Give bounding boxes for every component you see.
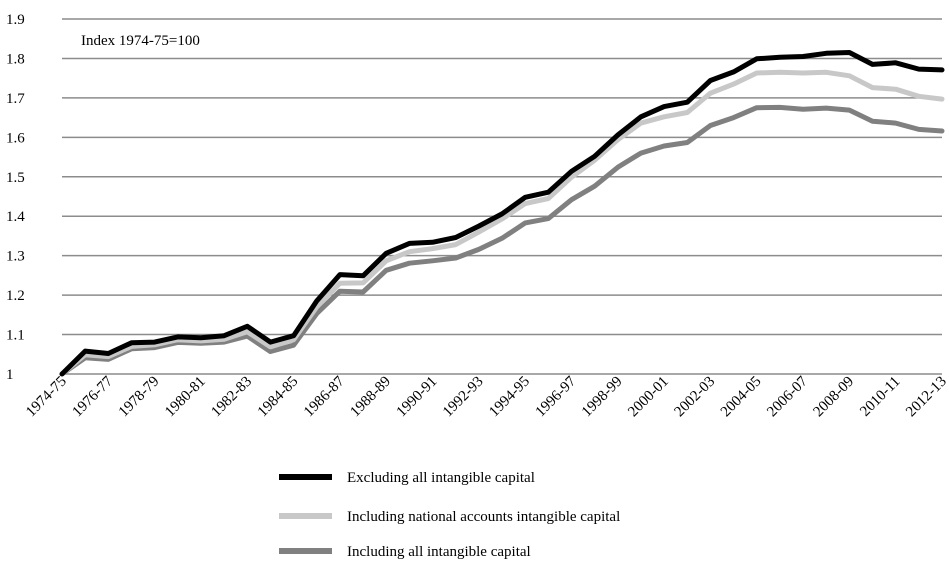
x-tick-label: 1988-89 [347, 374, 394, 421]
x-tick-label: 1996-97 [533, 373, 580, 420]
y-tick-label: 1.3 [6, 249, 25, 265]
y-tick-label: 1.6 [6, 130, 25, 146]
y-tick-label: 1.8 [6, 51, 25, 67]
x-tick-label: 1978-79 [116, 374, 163, 421]
y-tick-label: 1.1 [6, 328, 25, 344]
y-tick-label: 1.2 [6, 288, 25, 304]
y-tick-label: 1.4 [6, 209, 25, 225]
x-tick-label: 1992-93 [440, 374, 487, 421]
y-tick-label: 1.5 [6, 170, 25, 186]
x-tick-label: 1990-91 [394, 374, 441, 421]
x-tick-label: 2000-01 [625, 374, 672, 421]
x-tick-label: 1998-99 [579, 374, 626, 421]
y-tick-label: 1.7 [6, 91, 25, 107]
x-tick-label: 2002-03 [672, 374, 719, 421]
legend-label-1: Excluding all intangible capital [347, 470, 535, 486]
series-line-1 [59, 50, 945, 377]
x-tick-label: 1974-75 [23, 374, 70, 421]
series-lines [59, 50, 945, 377]
legend: Excluding all intangible capital Includin… [279, 470, 620, 560]
x-tick-label: 1994-95 [486, 374, 533, 421]
x-tick-label: 2012-13 [903, 374, 949, 421]
series-line-2 [59, 69, 945, 377]
x-tick-label: 2008-09 [811, 374, 858, 421]
legend-label-3: Including all intangible capital [347, 544, 531, 560]
legend-label-2: Including national accounts intangible c… [347, 509, 620, 525]
y-axis-tick-labels: 1 1.1 1.2 1.3 1.4 1.5 1.6 1.7 1.8 1.9 [6, 12, 25, 383]
x-tick-label: 2004-05 [718, 374, 765, 421]
y-tick-label: 1 [6, 367, 14, 383]
x-tick-label: 2006-07 [764, 373, 811, 420]
x-tick-label: 2010-11 [857, 374, 903, 420]
x-tick-label: 1986-87 [301, 373, 348, 420]
x-tick-label: 1980-81 [162, 374, 209, 421]
x-tick-label: 1982-83 [208, 374, 255, 421]
x-tick-label: 1984-85 [255, 374, 302, 421]
index-annotation: Index 1974-75=100 [81, 33, 200, 49]
x-tick-label: 1976-77 [69, 373, 116, 420]
y-tick-label: 1.9 [6, 12, 25, 28]
x-axis-tick-labels: 1974-75 1976-77 1978-79 1980-81 1982-83 1984-… [23, 373, 949, 420]
